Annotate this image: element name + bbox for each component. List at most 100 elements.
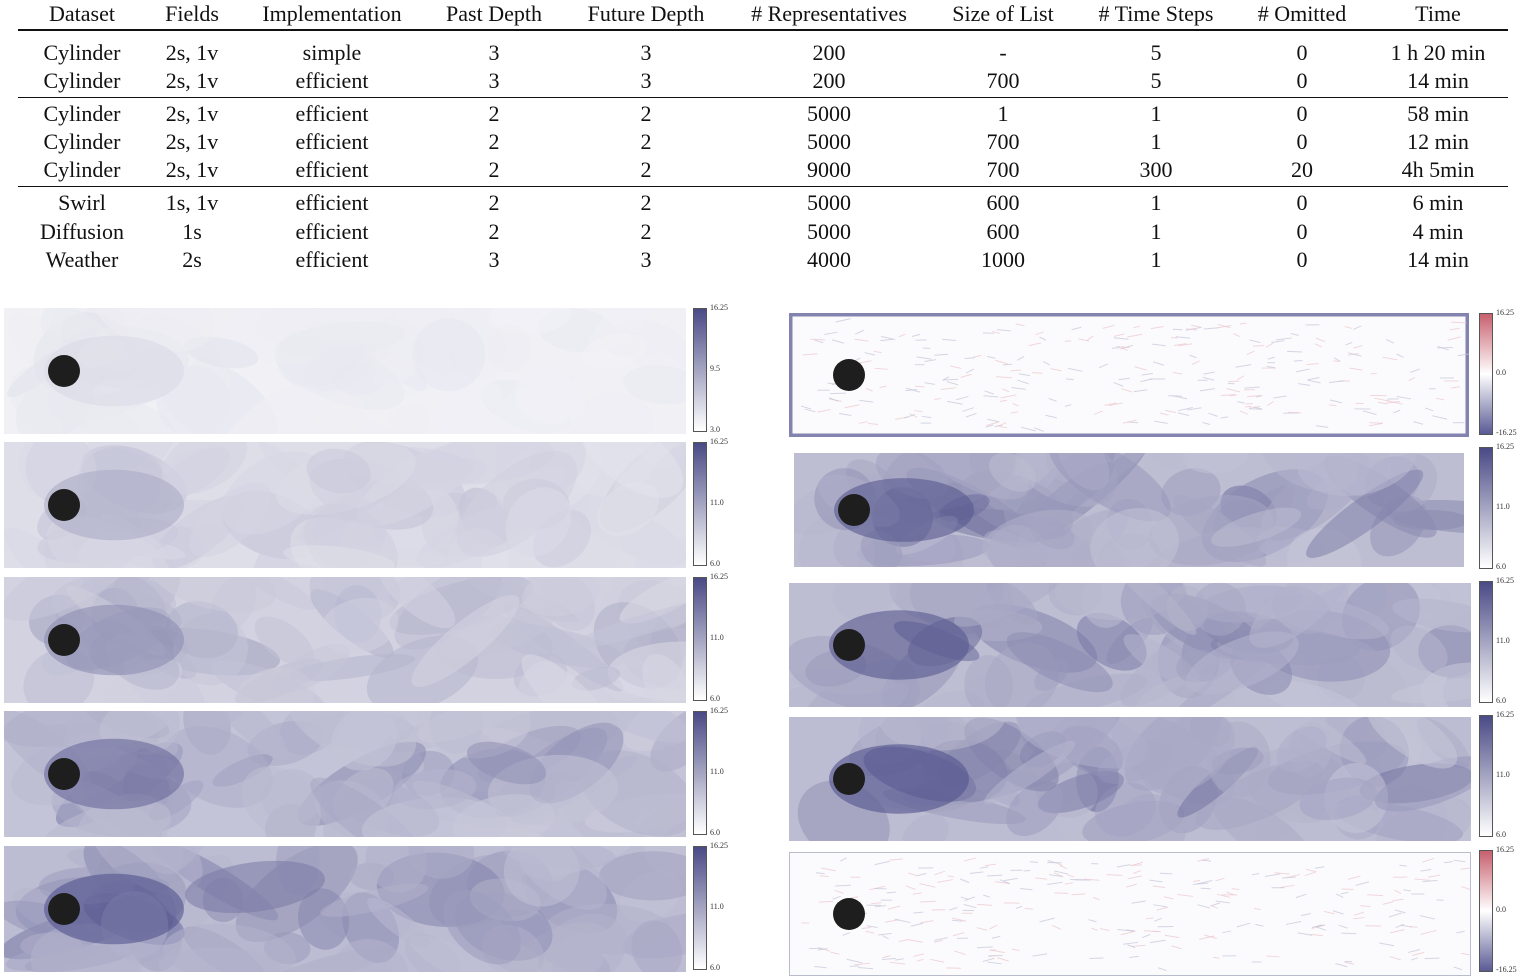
table-cell: 2 xyxy=(488,129,500,154)
column-header: Dataset xyxy=(49,1,115,26)
table-cell: 9000 xyxy=(807,157,851,182)
table-cell: 4h 5min xyxy=(1401,157,1475,182)
table-cell: efficient xyxy=(295,101,369,126)
vortex-street xyxy=(4,442,686,568)
table-cell: 1000 xyxy=(981,247,1025,272)
table-row: Cylinder 2s, 1v simple 3 3 200 - 5 0 1 h 20 min xyxy=(18,39,1508,67)
table-cell: 1 h 20 min xyxy=(1390,40,1486,65)
table-cell: 2 xyxy=(640,129,652,154)
vortex-street xyxy=(789,583,1471,707)
table-cell: 0 xyxy=(1296,247,1308,272)
velocity-magnitude-plot xyxy=(4,577,686,703)
table-cell: 2s, 1v xyxy=(165,157,219,182)
colorbar-mid-label: 0.0 xyxy=(1496,905,1506,914)
colorbar xyxy=(693,846,707,970)
table-cell: 700 xyxy=(986,129,1020,154)
table-cell: 2 xyxy=(640,190,652,215)
left-flow-panel xyxy=(4,577,686,703)
table-cell: Swirl xyxy=(58,190,106,215)
difference-plot xyxy=(789,852,1471,976)
column-header: # Representatives xyxy=(751,1,907,26)
colorbar xyxy=(693,711,707,835)
vortex-street xyxy=(4,711,686,837)
cylinder-obstacle xyxy=(833,898,865,930)
velocity-magnitude-plot xyxy=(4,442,686,568)
table-cell: 2 xyxy=(488,219,500,244)
table-cell: 2s, 1v xyxy=(165,129,219,154)
table-cell: efficient xyxy=(295,219,369,244)
cylinder-obstacle xyxy=(48,758,80,790)
colorbar-min-label: -16.25 xyxy=(1496,965,1517,974)
vortex-street xyxy=(4,846,686,972)
table-cell: 20 xyxy=(1291,157,1313,182)
table-cell: 1s xyxy=(182,219,202,244)
left-flow-panel xyxy=(4,711,686,837)
cylinder-obstacle xyxy=(833,359,865,391)
cylinder-obstacle xyxy=(833,629,865,661)
table-cell: 600 xyxy=(986,190,1020,215)
table-cell: 3 xyxy=(640,40,652,65)
table-row: Diffusion 1s efficient 2 2 5000 600 1 0 4 min xyxy=(18,218,1508,246)
difference-noise xyxy=(801,857,1471,972)
table-cell: efficient xyxy=(295,247,369,272)
column-header: Fields xyxy=(165,1,219,26)
cylinder-obstacle xyxy=(48,355,80,387)
colorbar xyxy=(693,308,707,432)
table-cell: 3 xyxy=(488,68,500,93)
table-cell: 300 xyxy=(1139,157,1173,182)
column-header: Future Depth xyxy=(587,1,705,26)
colorbar xyxy=(1479,715,1493,837)
table-cell: simple xyxy=(302,40,362,65)
table-cell: 2s xyxy=(182,247,202,272)
table-cell: 12 min xyxy=(1407,129,1469,154)
colorbar-min-label: 6.0 xyxy=(710,828,720,837)
difference-noise xyxy=(800,318,1469,432)
table-header-row: Dataset Fields Implementation Past Depth Fut… xyxy=(18,0,1508,28)
table-cell: Weather xyxy=(45,247,119,272)
colorbar-max-label: 16.25 xyxy=(1496,845,1514,854)
table-cell: 1 xyxy=(1150,190,1162,215)
vortex-street xyxy=(7,308,686,434)
velocity-magnitude-plot xyxy=(4,308,686,434)
table-cell: 58 min xyxy=(1407,101,1469,126)
cylinder-obstacle xyxy=(838,494,870,526)
table-cell: Cylinder xyxy=(43,68,121,93)
colorbar-max-label: 16.25 xyxy=(710,841,728,850)
table-cell: Diffusion xyxy=(40,219,124,244)
colorbar-mid-label: 11.0 xyxy=(710,633,724,642)
table-row: Swirl 1s, 1v efficient 2 2 5000 600 1 0 6 min xyxy=(18,189,1508,217)
column-header: Time xyxy=(1415,1,1461,26)
table-cell: 1 xyxy=(1150,219,1162,244)
colorbar-mid-label: 11.0 xyxy=(710,902,724,911)
table-cell: 3 xyxy=(640,247,652,272)
right-flow-panel xyxy=(789,583,1471,707)
colorbar-max-label: 16.25 xyxy=(1496,308,1514,317)
table-cell: 5 xyxy=(1150,40,1162,65)
colorbar-mid-label: 0.0 xyxy=(1496,368,1506,377)
table-cell: 5000 xyxy=(807,219,851,244)
right-flow-panel xyxy=(789,717,1471,841)
table-cell: 200 xyxy=(812,40,846,65)
colorbar-max-label: 16.25 xyxy=(710,437,728,446)
table-cell: 0 xyxy=(1296,101,1308,126)
table-cell: 600 xyxy=(986,219,1020,244)
table-cell: 4 min xyxy=(1412,219,1464,244)
table-cell: 2 xyxy=(640,101,652,126)
table-cell: 200 xyxy=(812,68,846,93)
table-cell: 0 xyxy=(1296,68,1308,93)
table-cell: efficient xyxy=(295,157,369,182)
colorbar-min-label: 6.0 xyxy=(710,963,720,972)
table-cell: 1 xyxy=(1150,129,1162,154)
group-rule xyxy=(18,97,1508,98)
vortex-street xyxy=(4,577,686,703)
table-cell: Cylinder xyxy=(43,157,121,182)
left-flow-panel xyxy=(4,308,686,434)
group-rule xyxy=(18,186,1508,187)
table-cell: 2 xyxy=(488,101,500,126)
table-cell: 0 xyxy=(1296,40,1308,65)
colorbar-min-label: 6.0 xyxy=(710,559,720,568)
velocity-magnitude-plot xyxy=(4,846,686,972)
table-cell: 14 min xyxy=(1407,247,1469,272)
colorbar-mid-label: 11.0 xyxy=(710,498,724,507)
table-cell: Cylinder xyxy=(43,40,121,65)
